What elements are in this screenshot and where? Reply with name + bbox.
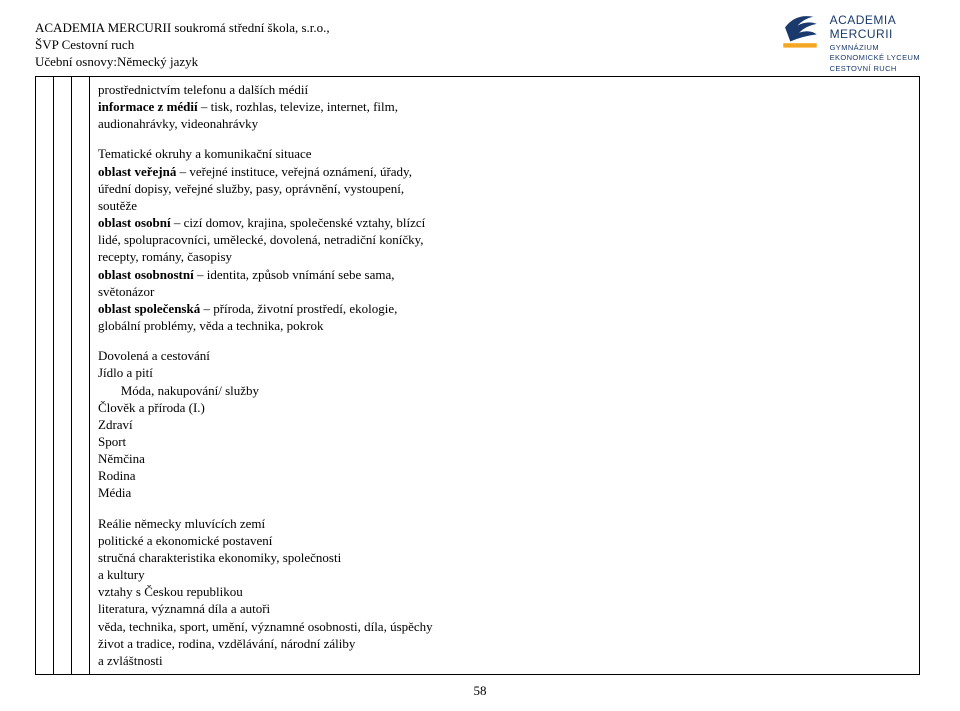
text-line: prostřednictvím telefonu a dalších médií xyxy=(98,81,913,98)
text-line: úřední dopisy, veřejné služby, pasy, opr… xyxy=(98,180,913,197)
text-line: Média xyxy=(98,484,913,501)
text-line: audionahrávky, videonahrávky xyxy=(98,115,913,132)
text-line: oblast osobní – cizí domov, krajina, spo… xyxy=(98,214,913,231)
text-line: Tematické okruhy a komunikační situace xyxy=(98,145,913,162)
text-line: stručná charakteristika ekonomiky, spole… xyxy=(98,549,913,566)
bold-label: oblast veřejná xyxy=(98,164,176,179)
text-line: oblast společenská – příroda, životní pr… xyxy=(98,300,913,317)
text-line: Sport xyxy=(98,433,913,450)
bold-label: oblast osobnostní xyxy=(98,267,194,282)
text-line: Zdraví xyxy=(98,416,913,433)
bold-label: oblast osobní xyxy=(98,215,171,230)
text-line: recepty, romány, časopisy xyxy=(98,248,913,265)
logo-icon xyxy=(778,8,822,52)
text-line: Jídlo a pití xyxy=(98,364,913,381)
brand-sub-2: EKONOMICKÉ LYCEUM xyxy=(830,54,920,63)
text-line: Rodina xyxy=(98,467,913,484)
spacer xyxy=(98,502,913,515)
text-span: – tisk, rozhlas, televize, internet, fil… xyxy=(198,99,398,114)
text-line: globální problémy, věda a technika, pokr… xyxy=(98,317,913,334)
header-line3: Učební osnovy:Německý jazyk xyxy=(35,54,330,71)
text-line: světonázor xyxy=(98,283,913,300)
brand-name-1: ACADEMIA xyxy=(830,14,920,28)
bold-label: informace z médií xyxy=(98,99,198,114)
header-right: ACADEMIA MERCURII GYMNÁZIUM EKONOMICKÉ L… xyxy=(778,8,920,73)
school-desc: soukromá střední škola, s.r.o., xyxy=(171,20,330,35)
text-span: Móda, nakupování/ služby xyxy=(98,383,259,398)
brand-sub-3: CESTOVNÍ RUCH xyxy=(830,65,920,74)
table-content: prostřednictvím telefonu a dalších médií… xyxy=(90,77,919,674)
content-table: prostřednictvím telefonu a dalších médií… xyxy=(35,76,920,675)
text-span: – příroda, životní prostředí, ekologie, xyxy=(200,301,397,316)
text-line: literatura, významná díla a autoři xyxy=(98,600,913,617)
table-col-2 xyxy=(54,77,72,674)
text-line: soutěže xyxy=(98,197,913,214)
text-line: a zvláštnosti xyxy=(98,652,913,669)
spacer xyxy=(98,334,913,347)
school-name: ACADEMIA MERCURII xyxy=(35,20,171,35)
text-span: – veřejné instituce, veřejná oznámení, ú… xyxy=(176,164,412,179)
table-col-3 xyxy=(72,77,90,674)
text-line: život a tradice, rodina, vzdělávání, nár… xyxy=(98,635,913,652)
table-col-1 xyxy=(36,77,54,674)
text-line: oblast osobnostní – identita, způsob vní… xyxy=(98,266,913,283)
text-line: informace z médií – tisk, rozhlas, telev… xyxy=(98,98,913,115)
text-span: – cizí domov, krajina, společenské vztah… xyxy=(171,215,426,230)
text-line: lidé, spolupracovníci, umělecké, dovolen… xyxy=(98,231,913,248)
brand-sub-1: GYMNÁZIUM xyxy=(830,44,920,53)
text-line: Němčina xyxy=(98,450,913,467)
text-line: a kultury xyxy=(98,566,913,583)
text-line: Reálie německy mluvících zemí xyxy=(98,515,913,532)
bold-label: oblast společenská xyxy=(98,301,200,316)
brand-text: ACADEMIA MERCURII GYMNÁZIUM EKONOMICKÉ L… xyxy=(830,8,920,73)
text-span: – identita, způsob vnímání sebe sama, xyxy=(194,267,395,282)
header-left: ACADEMIA MERCURII soukromá střední škola… xyxy=(35,20,330,71)
text-line: Člověk a příroda (I.) xyxy=(98,399,913,416)
text-line: Dovolená a cestování xyxy=(98,347,913,364)
text-line: věda, technika, sport, umění, významné o… xyxy=(98,618,913,635)
text-line: vztahy s Českou republikou xyxy=(98,583,913,600)
spacer xyxy=(98,132,913,145)
text-line: oblast veřejná – veřejné instituce, veře… xyxy=(98,163,913,180)
header-line1: ACADEMIA MERCURII soukromá střední škola… xyxy=(35,20,330,37)
page-container: ACADEMIA MERCURII soukromá střední škola… xyxy=(0,0,960,711)
text-line: politické a ekonomické postavení xyxy=(98,532,913,549)
page-number: 58 xyxy=(0,683,960,699)
header-line2: ŠVP Cestovní ruch xyxy=(35,37,330,54)
text-line: Móda, nakupování/ služby xyxy=(98,382,913,399)
brand-name-2: MERCURII xyxy=(830,28,920,42)
